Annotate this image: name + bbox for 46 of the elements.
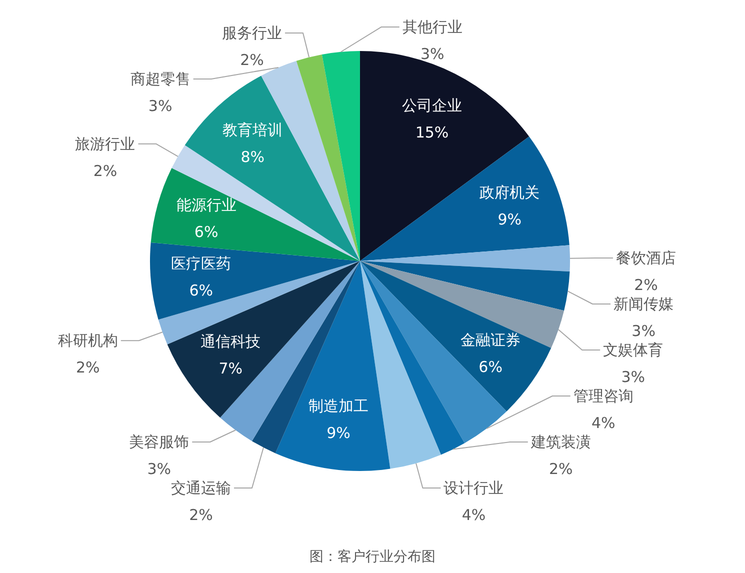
- slice-label: 设计行业: [444, 479, 504, 497]
- data-label: 6%: [189, 282, 214, 300]
- data-label: 6%: [194, 222, 218, 241]
- pie-slice: [360, 261, 564, 348]
- slice-label: 旅游行业: [75, 134, 136, 153]
- data-label: 3%: [632, 322, 656, 340]
- slice-label: 科研机构: [58, 332, 118, 350]
- data-label: 7%: [218, 359, 242, 378]
- slice-label: 教育培训: [222, 120, 283, 139]
- data-label: 2%: [93, 162, 118, 180]
- data-label: 2%: [634, 276, 658, 294]
- slice-label: 交通运输: [171, 479, 231, 497]
- slice-label: 建筑装潢: [530, 433, 591, 451]
- data-label: 3%: [147, 460, 172, 478]
- slice-label: 文娱体育: [603, 341, 664, 359]
- slice-label: 医疗医药: [171, 254, 232, 273]
- data-label: 9%: [326, 424, 350, 442]
- data-label: 3%: [420, 44, 444, 63]
- pie-slice: [296, 54, 360, 261]
- slice-label: 服务行业: [222, 24, 282, 42]
- data-label: 8%: [240, 148, 264, 166]
- slice-label: 商超零售: [130, 70, 190, 88]
- slice-label: 通信科技: [200, 332, 261, 350]
- slice-label: 公司企业: [402, 96, 462, 115]
- slice-label: 制造加工: [308, 397, 369, 416]
- slice-label: 金融证券: [460, 330, 521, 349]
- slice-label: 美容服饰: [129, 433, 190, 451]
- text: 图：客户行业分布图: [310, 549, 436, 565]
- data-label: 9%: [498, 210, 522, 229]
- slice-label: 餐饮酒店: [616, 249, 676, 267]
- data-label: 15%: [415, 124, 449, 142]
- data-label: 4%: [591, 414, 616, 432]
- data-label: 6%: [478, 358, 502, 376]
- slice-label: 管理咨询: [573, 387, 634, 405]
- slice-label: 政府机关: [480, 184, 540, 202]
- data-label: 4%: [462, 506, 486, 524]
- pie-slice: [322, 51, 360, 261]
- data-label: 2%: [189, 506, 213, 524]
- data-label: 3%: [148, 97, 172, 116]
- data-label: 2%: [548, 460, 573, 478]
- slice-label: 其他行业: [402, 18, 462, 36]
- data-label: 3%: [621, 368, 645, 386]
- data-label: 2%: [76, 358, 100, 377]
- data-label: 2%: [240, 51, 264, 70]
- slice-label: 新闻传媒: [614, 295, 674, 313]
- slice-label: 能源行业: [176, 196, 236, 214]
